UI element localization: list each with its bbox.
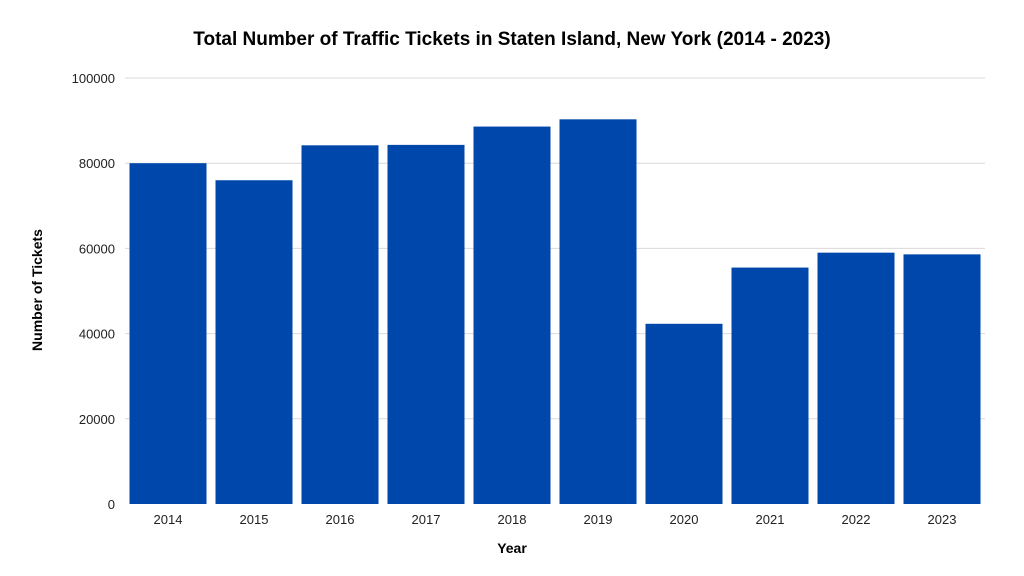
- bar-2021: [731, 267, 809, 504]
- x-tick-label: 2020: [670, 512, 699, 527]
- x-tick-label: 2014: [154, 512, 183, 527]
- bar-2020: [645, 323, 723, 504]
- x-tick-label: 2021: [756, 512, 785, 527]
- x-axis-title: Year: [497, 540, 527, 556]
- y-tick-label: 60000: [79, 241, 115, 256]
- y-axis-ticks: 0 20000 40000 60000 80000 100000: [72, 71, 115, 512]
- x-tick-label: 2018: [498, 512, 527, 527]
- bar-2017: [387, 144, 465, 504]
- y-tick-label: 80000: [79, 156, 115, 171]
- x-tick-label: 2023: [928, 512, 957, 527]
- bar-2022: [817, 252, 895, 504]
- y-tick-label: 0: [108, 497, 115, 512]
- bar-2019: [559, 119, 637, 505]
- bar-2014: [129, 163, 207, 504]
- bar-2018: [473, 126, 551, 505]
- y-tick-label: 20000: [79, 412, 115, 427]
- bar-2023: [903, 254, 981, 504]
- x-tick-label: 2022: [842, 512, 871, 527]
- chart-title: Total Number of Traffic Tickets in State…: [193, 29, 830, 50]
- x-tick-label: 2019: [584, 512, 613, 527]
- x-tick-label: 2015: [240, 512, 269, 527]
- x-tick-label: 2017: [412, 512, 441, 527]
- x-tick-label: 2016: [326, 512, 355, 527]
- y-tick-label: 100000: [72, 71, 115, 86]
- x-axis-ticks: 2014 2015 2016 2017 2018 2019 2020 2021 2022 2023: [154, 512, 957, 527]
- bars: [129, 119, 981, 505]
- y-tick-label: 40000: [79, 327, 115, 342]
- y-axis-title: Number of Tickets: [29, 229, 45, 351]
- bar-2015: [215, 180, 293, 505]
- bar-2016: [301, 145, 379, 505]
